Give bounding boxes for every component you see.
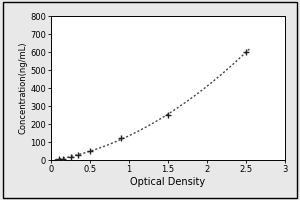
Y-axis label: Concentration(ng/mL): Concentration(ng/mL) — [19, 42, 28, 134]
X-axis label: Optical Density: Optical Density — [130, 177, 206, 187]
